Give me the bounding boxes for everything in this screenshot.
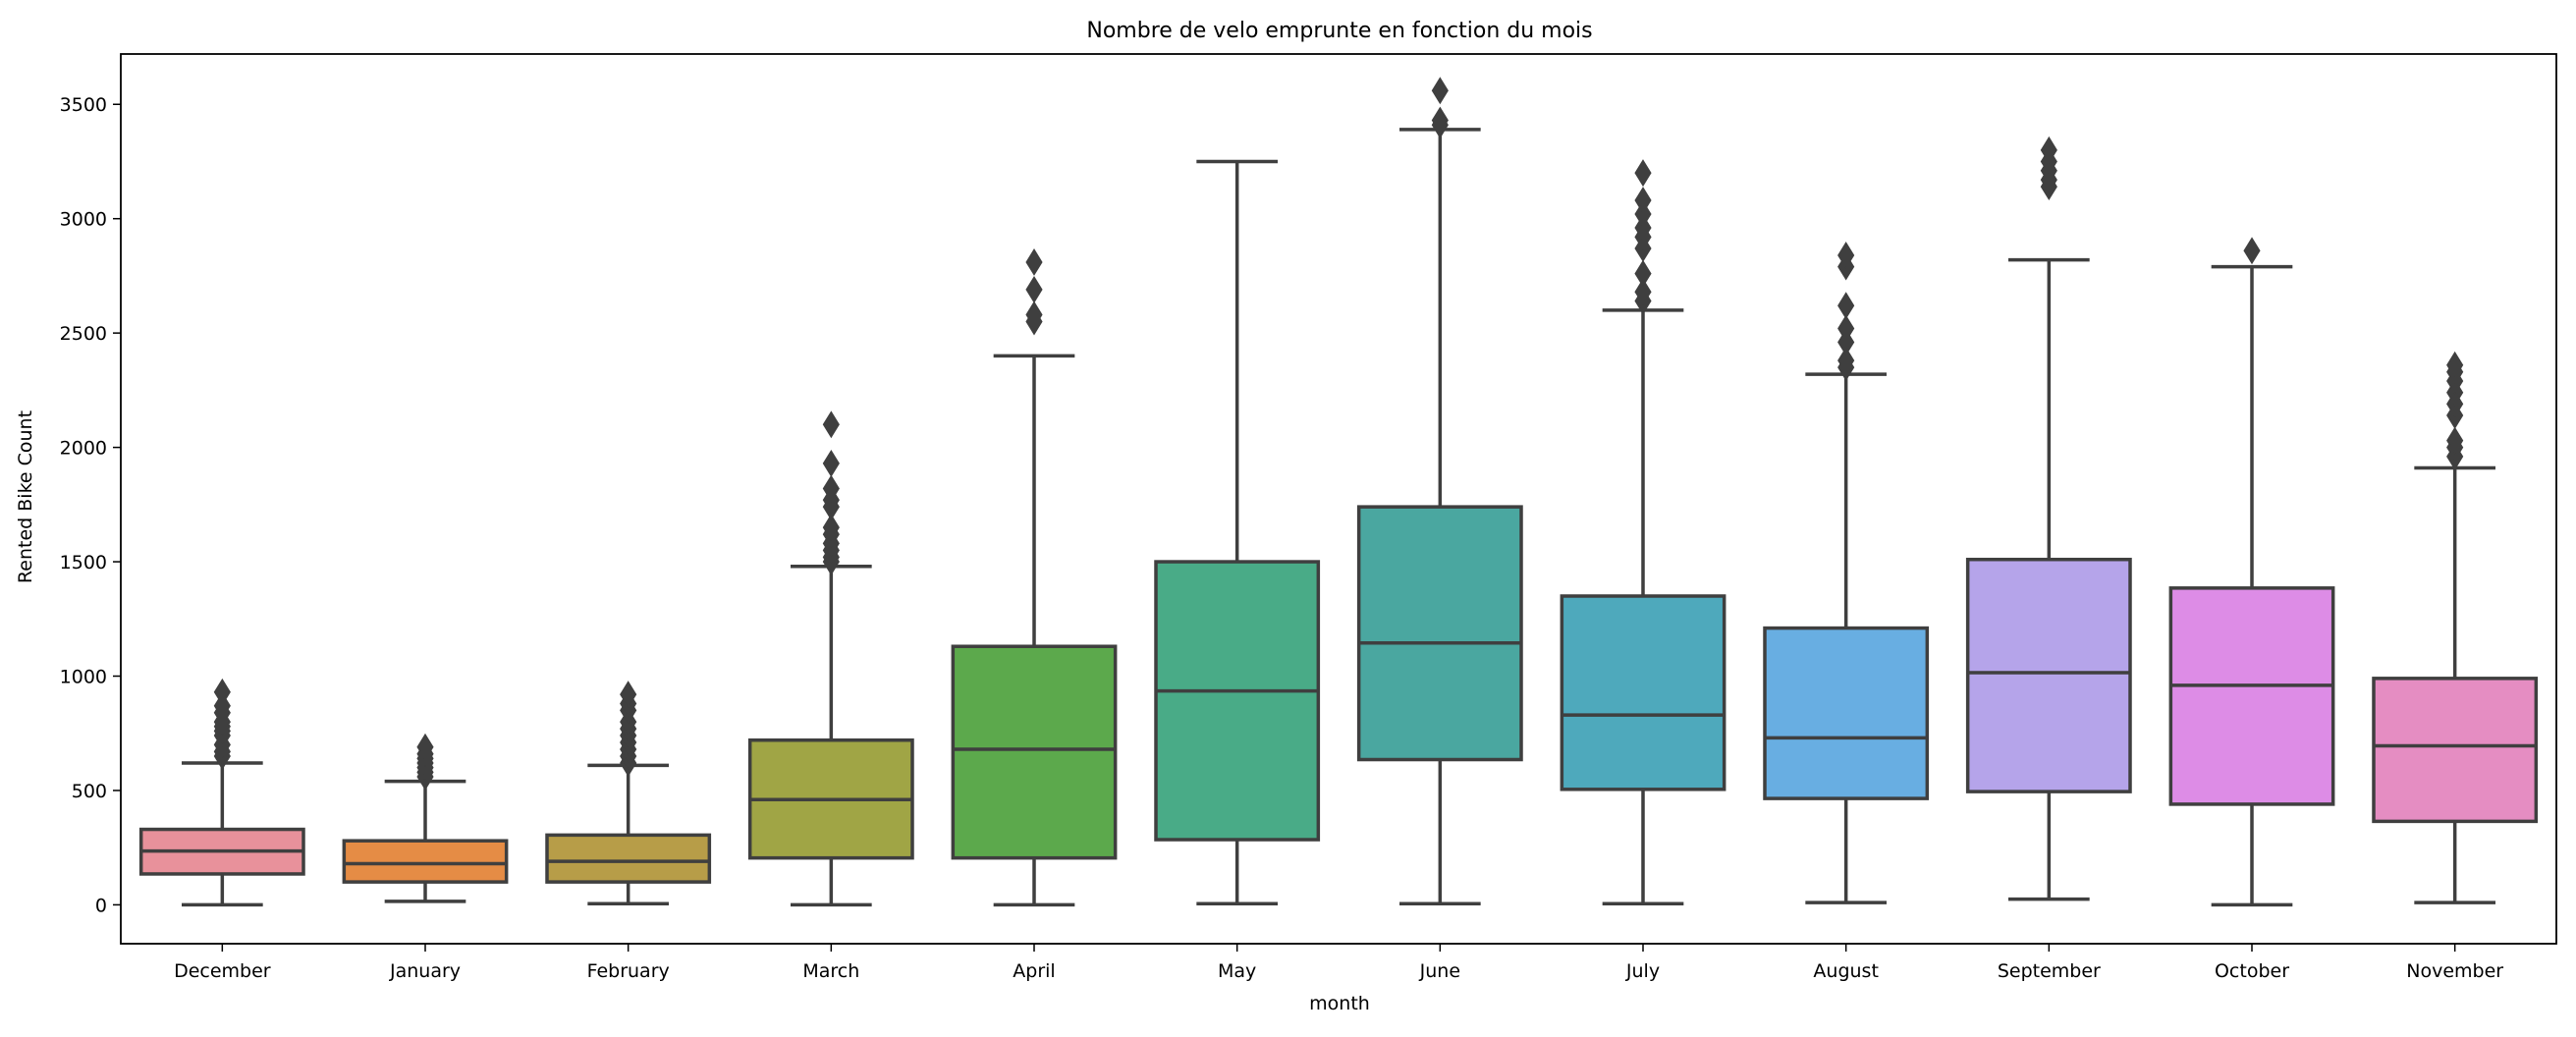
x-tick-label: July bbox=[1625, 960, 1660, 982]
box-october bbox=[2168, 586, 2335, 806]
outlier-point bbox=[1634, 278, 1652, 306]
y-axis-label: Rented Bike Count bbox=[15, 410, 36, 583]
outlier-point bbox=[213, 678, 231, 706]
y-tick-label: 3000 bbox=[60, 209, 107, 231]
outlier-point bbox=[416, 733, 434, 761]
outlier-point bbox=[1634, 200, 1652, 228]
box-september bbox=[1965, 557, 2132, 793]
outlier-point bbox=[1025, 275, 1043, 303]
y-tick-label: 2500 bbox=[60, 323, 107, 345]
outlier-point bbox=[2040, 136, 2057, 164]
outlier-point bbox=[1837, 347, 1855, 375]
x-tick-label: April bbox=[1013, 960, 1055, 982]
box-may bbox=[1154, 560, 1321, 842]
outlier-point bbox=[1837, 292, 1855, 320]
box-february bbox=[545, 833, 712, 884]
box-july bbox=[1560, 594, 1726, 791]
outlier-point bbox=[1431, 77, 1449, 105]
outlier-point bbox=[822, 474, 840, 503]
x-tick-label: January bbox=[389, 960, 461, 982]
outlier-point bbox=[2243, 237, 2261, 265]
x-tick-label: February bbox=[587, 960, 670, 982]
x-tick-label: June bbox=[1419, 960, 1460, 982]
outlier-point bbox=[1431, 106, 1449, 135]
y-tick-label: 0 bbox=[95, 895, 107, 916]
outlier-point bbox=[1837, 314, 1855, 343]
outlier-point bbox=[2446, 426, 2464, 455]
x-tick-label: March bbox=[802, 960, 859, 982]
y-tick-label: 1500 bbox=[60, 552, 107, 573]
box-april bbox=[951, 644, 1118, 860]
outlier-point bbox=[213, 691, 231, 720]
y-tick-label: 500 bbox=[72, 781, 107, 802]
outlier-point bbox=[2446, 351, 2464, 379]
box-june bbox=[1356, 505, 1523, 762]
x-tick-label: December bbox=[174, 960, 271, 982]
outlier-point bbox=[822, 449, 840, 477]
chart-title: Nombre de velo emprunte en fonction du m… bbox=[1086, 19, 1592, 43]
x-axis-label: month bbox=[1309, 993, 1370, 1014]
outlier-point bbox=[1025, 247, 1043, 276]
y-tick-label: 2000 bbox=[60, 438, 107, 460]
plot-area: 0 500 1000 1500 2000 2500 3000 3500 December Janu… bbox=[60, 53, 2557, 982]
box-november bbox=[2372, 677, 2539, 824]
outlier-point bbox=[1837, 328, 1855, 356]
outlier-point bbox=[1634, 259, 1652, 288]
outlier-point bbox=[822, 410, 840, 439]
axes-frame bbox=[120, 53, 2557, 945]
y-tick-label: 1000 bbox=[60, 667, 107, 688]
outlier-point bbox=[620, 681, 637, 709]
x-tick-label: August bbox=[1813, 960, 1879, 982]
outlier-point bbox=[822, 514, 840, 542]
outlier-point bbox=[1837, 242, 1855, 269]
x-tick-label: May bbox=[1218, 960, 1256, 982]
outlier-point bbox=[1634, 214, 1652, 242]
x-tick-label: September bbox=[1998, 960, 2101, 982]
y-tick-label: 3500 bbox=[60, 94, 107, 116]
outlier-point bbox=[1025, 300, 1043, 329]
box-august bbox=[1763, 626, 1930, 800]
box-january bbox=[342, 839, 509, 884]
x-tick-label: October bbox=[2215, 960, 2289, 982]
outlier-point bbox=[1634, 187, 1652, 215]
x-tick-label: November bbox=[2406, 960, 2503, 982]
outlier-point bbox=[1634, 159, 1652, 188]
